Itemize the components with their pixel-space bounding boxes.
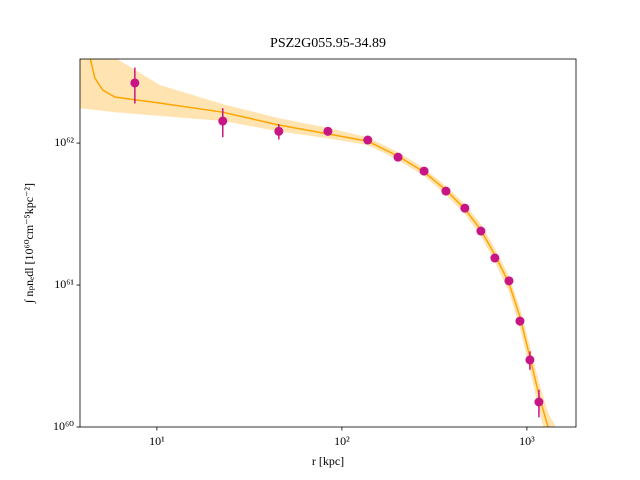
data-point (441, 186, 451, 196)
x-tick-label: 10² (334, 434, 350, 448)
data-point (525, 355, 535, 365)
data-point (363, 135, 373, 145)
data-point (504, 276, 514, 286)
axes-frame (79, 58, 577, 428)
plot-area (80, 59, 556, 427)
data-point (476, 226, 486, 236)
model-line (89, 59, 549, 427)
y-axis-label: ∫ nₚnₑdl [10⁶⁰cm⁻⁵kpc⁻²] (22, 183, 36, 304)
y-tick-label: 10⁶² (54, 135, 74, 149)
x-tick-label: 10³ (519, 434, 535, 448)
data-point (515, 316, 525, 326)
data-point (323, 126, 333, 136)
x-axis-label: r [kpc] (312, 454, 344, 468)
data-point (130, 78, 140, 88)
data-point (419, 166, 429, 176)
chart-title: PSZ2G055.95-34.89 (270, 36, 386, 51)
data-point (490, 253, 500, 263)
y-tick-label: 10⁶¹ (54, 277, 74, 291)
data-point (393, 152, 403, 162)
x-tick-label: 10¹ (149, 434, 165, 448)
data-point (460, 203, 470, 213)
data-point (218, 116, 228, 126)
y-tick-label: 10⁶⁰ (53, 419, 74, 433)
data-point (534, 397, 544, 407)
data-point (274, 126, 284, 136)
